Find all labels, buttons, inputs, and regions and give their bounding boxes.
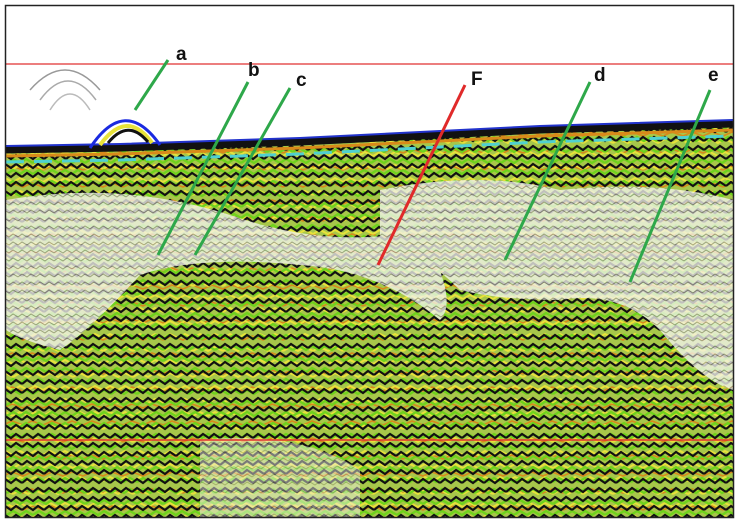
leader-line xyxy=(156,81,250,256)
white-zones xyxy=(6,180,733,517)
surface-line xyxy=(6,119,733,147)
label: a xyxy=(176,44,187,65)
hyperbola xyxy=(29,69,162,149)
surface-band xyxy=(6,134,733,164)
label: b xyxy=(248,60,260,81)
surface-band xyxy=(6,120,733,154)
leader-line xyxy=(503,81,592,261)
surface-band xyxy=(6,128,733,158)
label: c xyxy=(296,70,307,91)
frame xyxy=(4,4,735,519)
leader-line xyxy=(193,87,292,256)
radar-image xyxy=(6,63,733,517)
label: d xyxy=(594,65,606,86)
label: F xyxy=(471,69,483,90)
texture xyxy=(6,124,733,517)
leader-line xyxy=(628,89,712,283)
label: e xyxy=(708,65,719,86)
leader-line xyxy=(133,59,170,111)
leader-line xyxy=(376,84,467,266)
leaders xyxy=(133,59,712,283)
